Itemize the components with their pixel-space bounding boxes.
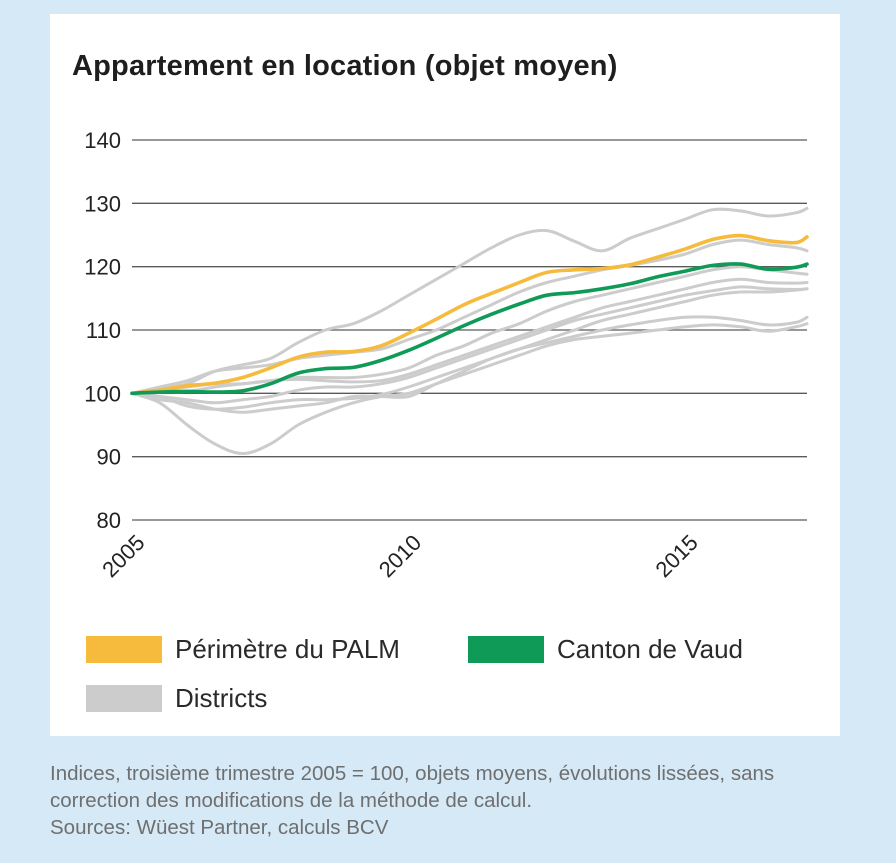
line-chart: 80 90 100 110 120 130 140 2005 2010 2015: [84, 128, 809, 582]
series-line-canton-de-vaud: [130, 262, 809, 396]
chart-title: Appartement en location (objet moyen): [72, 50, 618, 82]
legend-label-vaud: Canton de Vaud: [557, 634, 743, 664]
legend-item-districts: Districts: [86, 683, 267, 714]
y-tick-label: 130: [84, 191, 121, 216]
x-tick-label: 2015: [651, 530, 703, 582]
footnote-line-3: Sources: Wüest Partner, calculs BCV: [50, 816, 389, 839]
y-axis-ticks: 80 90 100 110 120 130 140: [84, 128, 121, 533]
legend-item-palm: Périmètre du PALM: [86, 634, 400, 665]
grid-lines: [132, 139, 807, 521]
y-tick-label: 80: [97, 508, 121, 533]
y-tick-label: 140: [84, 128, 121, 153]
legend-swatch-palm: [86, 636, 162, 663]
series-line-districts: [130, 285, 809, 405]
series-line-districts: [130, 238, 809, 395]
y-tick-label: 90: [97, 445, 121, 470]
y-tick-label: 120: [84, 255, 121, 280]
series-lines: [130, 206, 809, 455]
x-tick-label: 2005: [97, 530, 149, 582]
series-line-p-rim-tre-du-palm: [130, 233, 809, 396]
footnote: Indices, troisième trimestre 2005 = 100,…: [50, 760, 860, 841]
y-tick-label: 110: [86, 318, 121, 343]
y-tick-label: 100: [84, 381, 121, 406]
x-axis-ticks: 2005 2010 2015: [97, 530, 703, 582]
legend-swatch-districts: [86, 685, 162, 712]
chart-panel: Appartement en location (objet moyen) 80…: [50, 14, 840, 736]
legend-swatch-vaud: [468, 636, 544, 663]
series-line-districts: [130, 322, 809, 455]
series-line-districts: [130, 277, 809, 395]
x-tick-label: 2010: [374, 530, 426, 582]
legend-item-vaud: Canton de Vaud: [468, 634, 743, 665]
footnote-line-1: Indices, troisième trimestre 2005 = 100,…: [50, 762, 775, 785]
series-line-districts: [130, 206, 809, 395]
series-line-districts: [130, 315, 809, 414]
footnote-line-2: correction des modifications de la métho…: [50, 789, 533, 812]
legend-label-districts: Districts: [175, 683, 268, 713]
legend-label-palm: Périmètre du PALM: [175, 634, 400, 664]
